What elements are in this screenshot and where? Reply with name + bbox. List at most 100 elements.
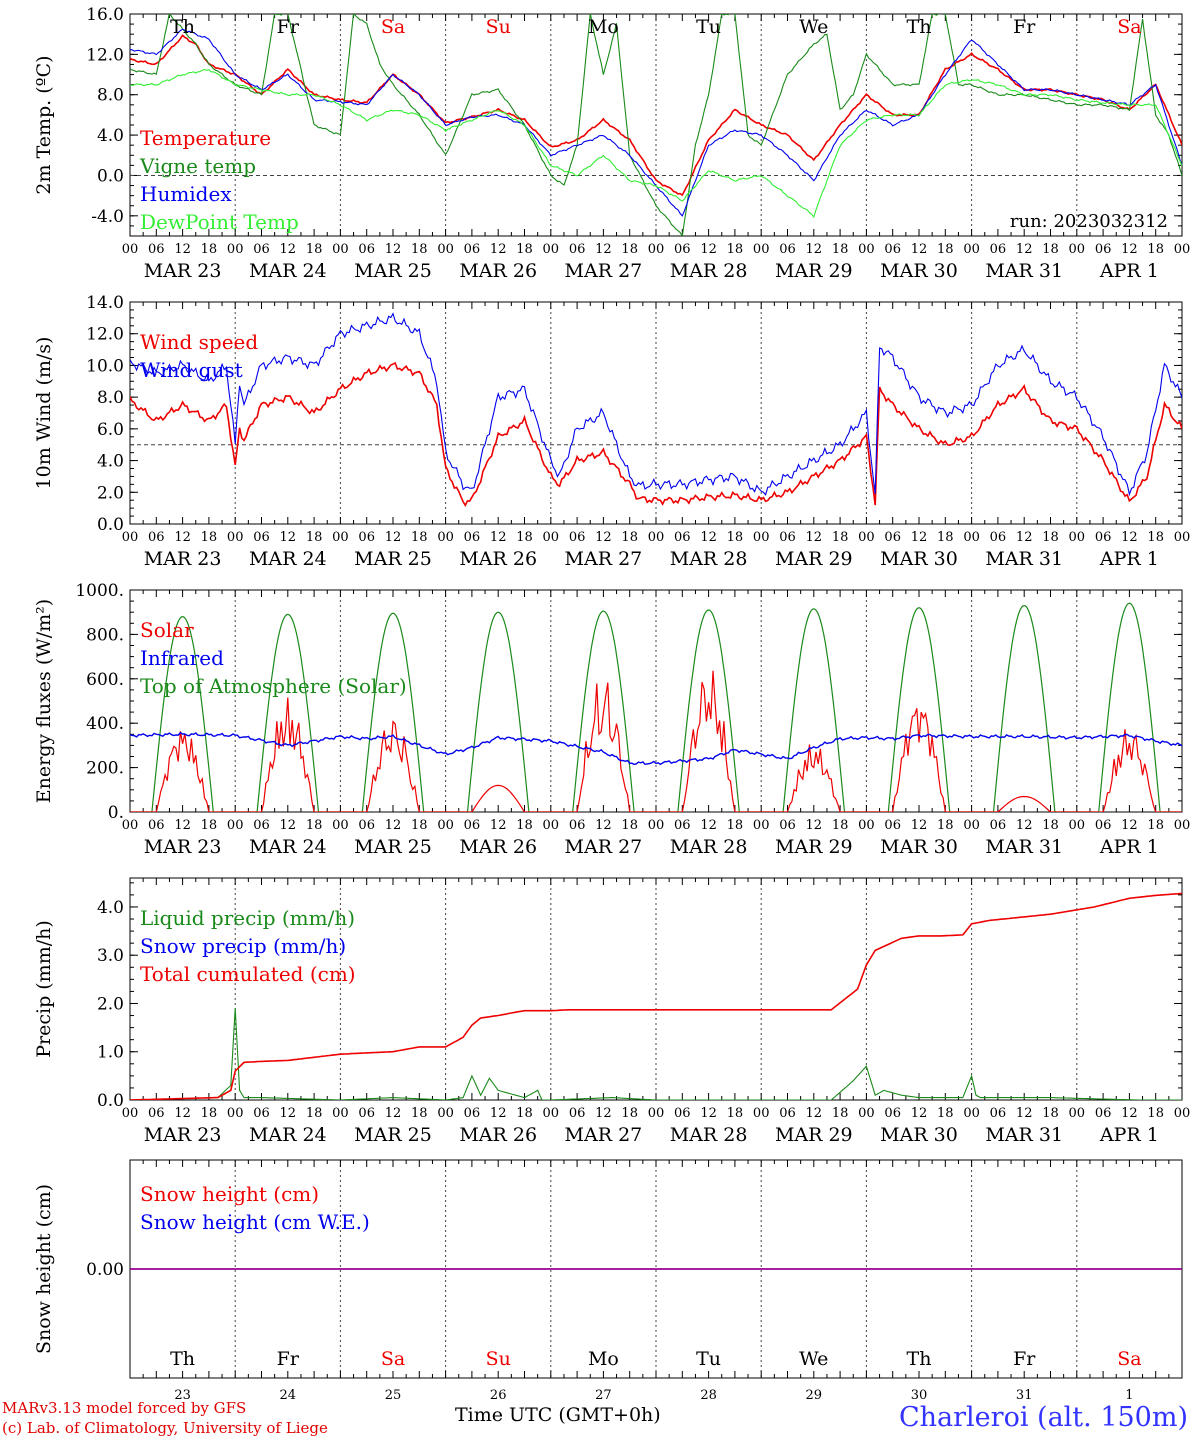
date-label: MAR 26 bbox=[459, 260, 537, 282]
date-label: MAR 28 bbox=[670, 260, 748, 282]
y-axis-label: 2m Temp. (ºC) bbox=[33, 55, 55, 194]
hour-tick-label: 18 bbox=[937, 818, 954, 833]
day-name-label: Th bbox=[907, 1348, 932, 1370]
hour-tick-label: 12 bbox=[595, 242, 612, 257]
date-label: MAR 27 bbox=[565, 1124, 643, 1146]
hour-tick-label: 12 bbox=[280, 530, 297, 545]
hour-tick-label: 12 bbox=[1016, 530, 1033, 545]
hour-tick-label: 06 bbox=[674, 242, 691, 257]
hour-tick-label: 00 bbox=[122, 242, 139, 257]
hour-tick-label: 06 bbox=[569, 1106, 586, 1121]
hour-tick-label: 00 bbox=[648, 1106, 665, 1121]
hour-tick-label: 00 bbox=[963, 530, 980, 545]
day-number-label: 30 bbox=[911, 1388, 928, 1403]
hour-tick-label: 06 bbox=[148, 1106, 165, 1121]
hour-tick-label: 18 bbox=[516, 530, 533, 545]
legend-entry: Humidex bbox=[140, 182, 232, 206]
hour-tick-label: 06 bbox=[1095, 242, 1112, 257]
hour-tick-label: 06 bbox=[358, 530, 375, 545]
day-number-label: 25 bbox=[385, 1388, 402, 1403]
hour-tick-label: 18 bbox=[832, 530, 849, 545]
hour-tick-label: 12 bbox=[174, 242, 191, 257]
hour-tick-label: 06 bbox=[464, 242, 481, 257]
panel-precip: 00 06 12 18 00 06 12 18 00 06 12 18 00 06 12 18 00 06 12 18… bbox=[33, 877, 1190, 1146]
day-name-label: Tu bbox=[696, 16, 721, 38]
date-label: MAR 27 bbox=[565, 836, 643, 858]
y-tick-label: 1.0 bbox=[97, 1043, 124, 1063]
hour-tick-label: 06 bbox=[674, 1106, 691, 1121]
date-label: APR 1 bbox=[1099, 548, 1159, 570]
day-name-label: Sa bbox=[381, 16, 405, 38]
date-label: MAR 31 bbox=[985, 836, 1063, 858]
date-label: MAR 25 bbox=[354, 260, 432, 282]
hour-tick-label: 06 bbox=[779, 1106, 796, 1121]
hour-tick-label: 06 bbox=[779, 242, 796, 257]
day-number-label: 1 bbox=[1125, 1388, 1133, 1403]
hour-tick-label: 00 bbox=[1069, 1106, 1086, 1121]
date-label: MAR 24 bbox=[249, 548, 327, 570]
day-name-label: Th bbox=[907, 16, 932, 38]
day-number-label: 26 bbox=[490, 1388, 507, 1403]
hour-tick-label: 00 bbox=[753, 1106, 770, 1121]
series-line-wind-gust bbox=[130, 312, 1182, 497]
hour-tick-label: 12 bbox=[806, 1106, 823, 1121]
hour-tick-label: 00 bbox=[332, 1106, 349, 1121]
hour-tick-label: 00 bbox=[227, 242, 244, 257]
hour-tick-label: 18 bbox=[621, 1106, 638, 1121]
y-tick-label: 0.0 bbox=[97, 515, 124, 535]
hour-tick-label: 18 bbox=[1147, 1106, 1164, 1121]
series-line-wind-speed bbox=[130, 361, 1182, 507]
legend-entry: DewPoint Temp bbox=[140, 210, 299, 234]
hour-tick-label: 00 bbox=[753, 530, 770, 545]
hour-tick-label: 18 bbox=[201, 242, 218, 257]
day-name-label: Su bbox=[486, 16, 511, 38]
hour-tick-label: 18 bbox=[727, 1106, 744, 1121]
hour-tick-label: 00 bbox=[753, 242, 770, 257]
date-label: MAR 26 bbox=[459, 1124, 537, 1146]
hour-tick-label: 06 bbox=[990, 242, 1007, 257]
hour-tick-label: 00 bbox=[437, 530, 454, 545]
hour-tick-label: 12 bbox=[1016, 242, 1033, 257]
series-group bbox=[130, 892, 1182, 1100]
hour-tick-label: 12 bbox=[1121, 242, 1138, 257]
hour-tick-label: 06 bbox=[148, 242, 165, 257]
date-label: MAR 28 bbox=[670, 1124, 748, 1146]
date-label: APR 1 bbox=[1099, 260, 1159, 282]
date-label: MAR 23 bbox=[144, 836, 222, 858]
date-label: MAR 31 bbox=[985, 1124, 1063, 1146]
hour-tick-label: 06 bbox=[569, 818, 586, 833]
hour-tick-label: 18 bbox=[201, 1106, 218, 1121]
hour-tick-label: 06 bbox=[990, 530, 1007, 545]
day-name-label: We bbox=[799, 1348, 828, 1370]
legend-entry: Total cumulated (cm) bbox=[140, 962, 356, 986]
day-name-label: Th bbox=[170, 1348, 195, 1370]
hour-tick-label: 06 bbox=[569, 530, 586, 545]
hour-tick-label: 12 bbox=[595, 818, 612, 833]
hour-tick-label: 12 bbox=[806, 530, 823, 545]
hour-tick-label: 00 bbox=[1174, 818, 1191, 833]
hour-tick-label: 12 bbox=[700, 818, 717, 833]
hour-tick-label: 12 bbox=[385, 242, 402, 257]
hour-tick-label: 12 bbox=[490, 530, 507, 545]
panel-energy: 00 06 12 18 00 06 12 18 00 06 12 18 00 06 12 18 00 06 12 18… bbox=[33, 581, 1190, 858]
y-tick-label: 8.0 bbox=[97, 388, 124, 408]
y-tick-label: 0.0 bbox=[97, 166, 124, 186]
hour-tick-label: 12 bbox=[595, 1106, 612, 1121]
legend-entry: Wind gust bbox=[140, 358, 243, 382]
hour-tick-label: 06 bbox=[464, 1106, 481, 1121]
hour-tick-label: 00 bbox=[1069, 530, 1086, 545]
y-axis-label: Energy fluxes (W/m²) bbox=[33, 599, 55, 803]
day-number-label: 28 bbox=[700, 1388, 717, 1403]
date-label: MAR 31 bbox=[985, 548, 1063, 570]
hour-tick-label: 00 bbox=[543, 818, 560, 833]
legend-entry: Wind speed bbox=[140, 330, 258, 354]
y-tick-label: 3.0 bbox=[97, 946, 124, 966]
y-tick-label: 12.0 bbox=[86, 45, 124, 65]
hour-tick-label: 18 bbox=[1147, 530, 1164, 545]
legend-entry: Vigne temp bbox=[139, 154, 256, 178]
hour-tick-label: 18 bbox=[832, 1106, 849, 1121]
hour-tick-label: 18 bbox=[201, 530, 218, 545]
lab-credit: (c) Lab. of Climatology, University of L… bbox=[2, 1419, 328, 1437]
series-line-liquid-precip-mm-h- bbox=[130, 1008, 1182, 1100]
hour-tick-label: 12 bbox=[1121, 1106, 1138, 1121]
